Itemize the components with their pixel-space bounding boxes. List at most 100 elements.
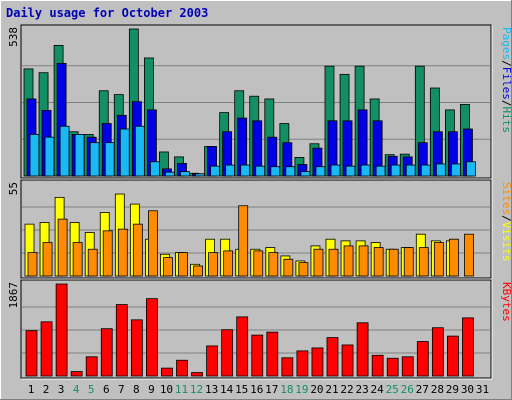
bar-kbytes-day-4 [70,371,83,377]
bar-sites-day-16 [253,250,264,277]
bar-pages-day-9 [149,161,160,177]
bar-sites-day-7 [117,228,128,277]
bar-sites-day-4 [72,242,83,277]
bar-kbytes-day-7 [115,304,128,377]
day-label-13: 13 [205,383,218,396]
axis-label-visits-sites: Sites/Visits [500,182,512,262]
bar-kbytes-day-17 [266,331,279,377]
axis-label-part-visits-sites-2: Visits [500,222,512,262]
bar-sites-day-5 [87,248,98,277]
day-label-25: 25 [386,383,399,396]
bar-sites-day-9 [147,210,158,277]
max-label-visits-sites: 55 [7,182,20,195]
day-label-4: 4 [73,383,80,396]
max-label-kbytes: 1867 [7,282,20,309]
day-label-26: 26 [401,383,414,396]
bar-sites-day-2 [42,242,53,277]
bar-sites-day-3 [57,218,68,277]
bar-pages-day-28 [435,163,446,177]
bar-sites-day-20 [313,248,324,277]
bar-pages-day-20 [315,166,326,177]
day-label-3: 3 [58,383,65,396]
bar-pages-day-13 [210,165,221,177]
bar-kbytes-day-22 [341,344,354,377]
bar-pages-day-17 [270,166,281,177]
bar-pages-day-2 [44,136,55,177]
bar-kbytes-day-27 [416,341,429,377]
bar-kbytes-day-14 [221,329,234,377]
axis-label-part-visits-sites-0: Sites [500,182,512,215]
bar-sites-day-6 [102,230,113,277]
bar-pages-day-14 [225,164,236,177]
bar-kbytes-day-11 [176,359,188,377]
bar-kbytes-day-28 [431,327,444,377]
bar-pages-day-25 [390,164,401,177]
day-label-16: 16 [250,383,263,396]
bar-pages-day-12 [195,173,205,177]
bar-pages-day-21 [330,164,341,177]
bar-pages-day-10 [165,171,175,177]
axis-label-part-visits-sites-1: / [500,215,512,222]
bar-kbytes-day-2 [40,321,53,377]
bar-kbytes-day-3 [55,283,68,377]
bar-pages-day-7 [119,128,130,177]
bar-sites-day-23 [358,245,369,277]
bar-sites-day-10 [163,257,173,277]
bar-pages-day-30 [466,161,476,177]
chart-title: Daily usage for October 2003 [6,6,209,20]
bar-sites-day-18 [283,258,294,277]
day-label-21: 21 [325,383,338,396]
bar-sites-day-17 [268,252,279,277]
bar-kbytes-day-12 [191,372,203,377]
axis-label-kbytes: KBytes [500,282,512,322]
bar-sites-day-19 [298,262,309,277]
bar-sites-day-22 [343,245,354,277]
bar-pages-day-16 [255,165,266,177]
bar-pages-day-24 [375,165,386,177]
bar-sites-day-8 [132,223,143,277]
bar-kbytes-day-10 [161,367,173,377]
bar-sites-day-13 [208,252,219,277]
day-label-28: 28 [431,383,444,396]
bar-sites-day-21 [328,248,339,277]
bar-pages-day-26 [405,164,416,177]
bar-sites-day-1 [27,252,38,277]
bar-kbytes-day-23 [356,322,369,377]
bar-kbytes-day-1 [25,330,38,377]
axis-label-part-hits-files-pages-3: / [500,100,512,107]
bar-sites-day-26 [403,247,414,277]
axis-label-part-kbytes-0: KBytes [500,282,512,322]
day-label-19: 19 [295,383,308,396]
bar-sites-day-30 [464,233,474,277]
bar-pages-day-8 [134,125,145,177]
bar-sites-day-14 [223,250,234,277]
bar-pages-day-11 [180,171,190,177]
day-label-11: 11 [175,383,188,396]
day-label-22: 22 [340,383,353,396]
day-label-24: 24 [371,383,385,396]
bar-kbytes-day-19 [296,350,309,377]
day-label-31: 31 [476,383,489,396]
bar-pages-day-5 [89,142,100,177]
bar-pages-day-22 [345,165,356,177]
day-label-18: 18 [280,383,293,396]
bar-pages-day-27 [420,164,431,177]
day-label-30: 30 [461,383,474,396]
day-label-27: 27 [416,383,429,396]
bar-kbytes-day-26 [401,356,414,377]
bar-pages-day-29 [450,163,461,177]
bar-sites-day-12 [193,265,203,277]
day-label-5: 5 [88,383,95,396]
bar-pages-day-15 [240,164,251,177]
bar-pages-day-4 [74,134,85,177]
bar-pages-day-23 [360,164,371,177]
bar-kbytes-day-6 [100,328,113,377]
axis-label-part-hits-files-pages-0: Pages [500,27,512,60]
day-label-14: 14 [220,383,234,396]
day-label-2: 2 [43,383,50,396]
bar-sites-day-15 [238,205,249,277]
day-label-7: 7 [118,383,125,396]
day-label-6: 6 [103,383,110,396]
day-label-20: 20 [310,383,323,396]
day-label-12: 12 [190,383,203,396]
